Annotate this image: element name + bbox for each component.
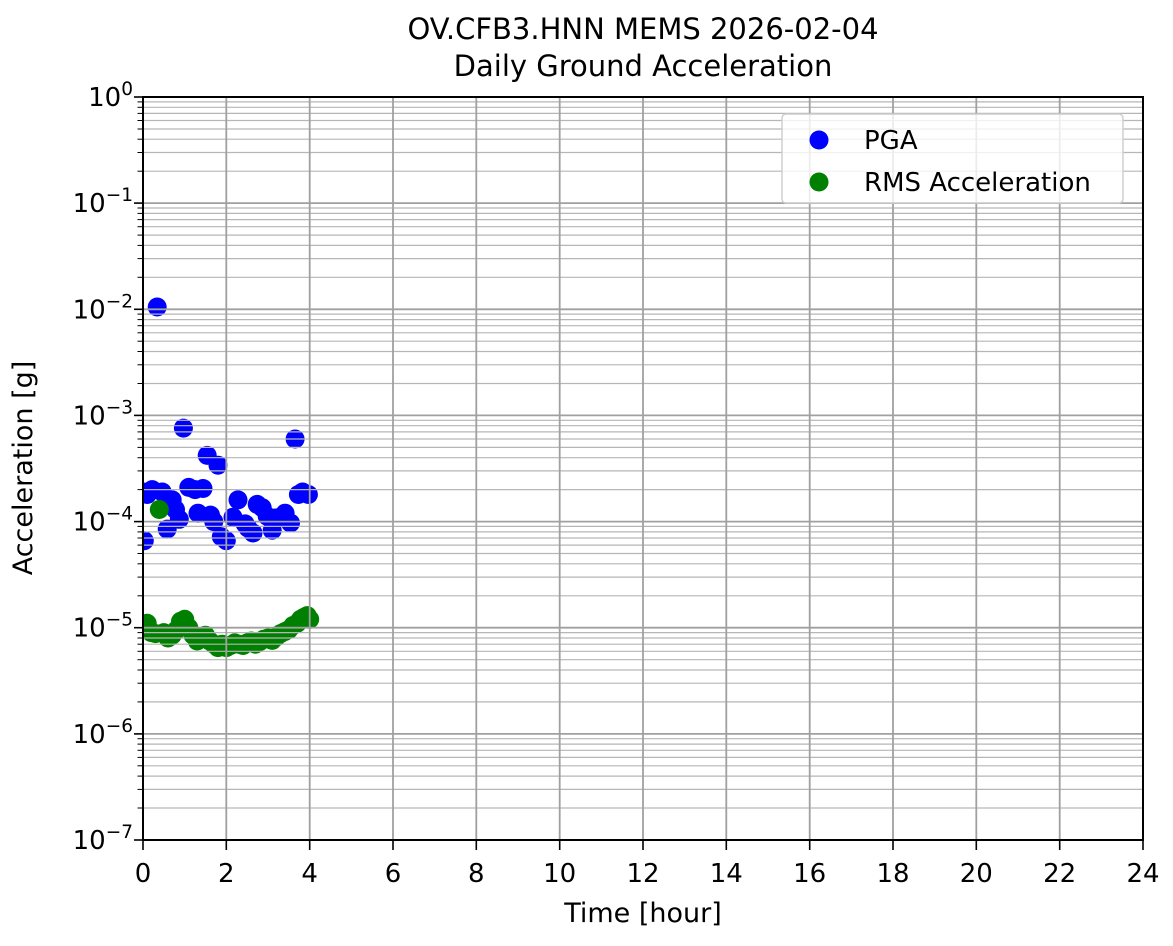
chart-title-line1: OV.CFB3.HNN MEMS 2026-02-04 [407,12,878,46]
chart-title-line2: Daily Ground Acceleration [454,49,833,83]
pga-data-point [143,531,154,551]
legend-marker-rms [809,172,829,192]
x-tick-label: 18 [876,859,909,889]
y-tick-label: 10−3 [73,397,133,431]
y-tick-label: 10−5 [73,610,133,644]
rms-data-point [149,500,169,519]
x-tick-label: 8 [468,859,485,889]
x-tick-label: 22 [1043,859,1076,889]
gridlines [142,96,1144,841]
y-tick-label: 10−2 [73,291,133,325]
legend-label-rms: RMS Acceleration [864,168,1091,198]
pga-data-point [208,455,228,475]
legend-box [781,113,1124,204]
x-tick-label: 12 [626,859,659,889]
x-tick-label: 14 [710,859,743,889]
y-tick-label: 100 [88,79,133,113]
pga-data-point [173,418,193,438]
y-tick-label: 10−7 [73,822,133,856]
x-tick-label: 10 [543,859,576,889]
pga-data-point [169,509,189,529]
pga-data-point [228,490,248,510]
x-tick-label: 4 [301,859,318,889]
y-tick-label: 10−1 [73,185,133,219]
pga-data-point [298,485,318,504]
legend-marker-pga [809,130,829,150]
pga-data-point [193,479,213,498]
x-axis-label: Time [hour] [563,898,722,929]
y-tick-label: 10−6 [73,716,133,750]
x-tick-label: 24 [1126,859,1159,889]
x-tick-label: 16 [793,859,826,889]
legend: PGA RMS Acceleration [781,113,1124,204]
legend-label-pga: PGA [864,126,918,156]
axis-ticks [134,96,1144,850]
pga-data-point [281,513,300,533]
y-tick-label: 10−4 [73,504,133,538]
x-tick-label: 0 [135,859,152,889]
x-tick-label: 20 [960,859,993,889]
x-tick-label: 6 [385,859,402,889]
pga-data-point [147,297,167,317]
y-axis-label: Acceleration [g] [8,361,39,576]
x-tick-label: 2 [218,859,235,889]
